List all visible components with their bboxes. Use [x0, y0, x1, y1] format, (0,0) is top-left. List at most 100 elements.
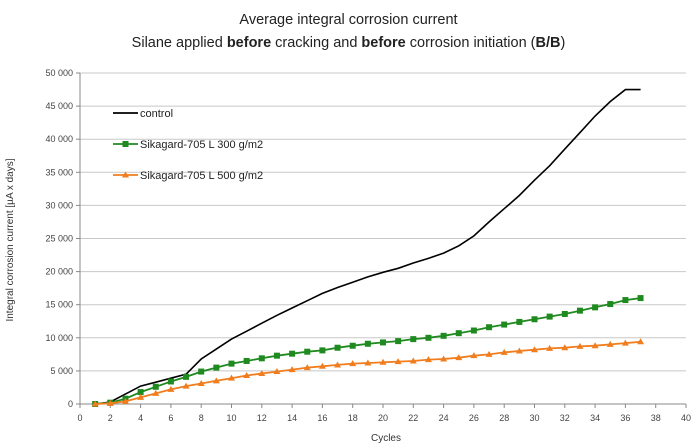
x-tick-label: 18 — [348, 413, 358, 423]
data-point-marker — [258, 370, 266, 377]
data-point-marker — [576, 342, 584, 349]
x-tick-label: 20 — [378, 413, 388, 423]
gridlines — [80, 72, 686, 372]
data-point-marker — [243, 372, 251, 379]
data-point-marker — [273, 368, 281, 375]
x-tick-label: 32 — [560, 413, 570, 423]
data-point-marker — [152, 389, 160, 396]
chart-title-line2: Silane applied before cracking and befor… — [0, 35, 697, 51]
data-point-marker — [455, 354, 463, 361]
title-part1: Silane applied — [131, 35, 227, 51]
legend-marker — [122, 141, 129, 147]
x-tick-label: 0 — [77, 413, 82, 423]
data-point-marker — [364, 340, 371, 347]
data-point-marker — [273, 352, 280, 359]
y-tick-label: 35 000 — [45, 167, 73, 177]
data-point-marker — [213, 364, 220, 371]
data-point-marker — [409, 357, 417, 364]
series-line — [95, 340, 641, 405]
data-point-marker — [395, 338, 402, 345]
data-point-marker — [137, 393, 145, 400]
data-point-marker — [243, 357, 250, 364]
data-point-marker — [455, 330, 462, 337]
x-tick-label: 22 — [408, 413, 418, 423]
y-tick-labels: 0 5 000 10 000 15 000 20 000 25 000 30 000 35 0… — [45, 68, 73, 409]
data-point-marker — [182, 382, 190, 389]
data-point-marker — [334, 361, 342, 368]
y-tick-label: 50 000 — [45, 68, 73, 78]
data-point-marker — [516, 318, 523, 325]
data-point-marker — [106, 399, 114, 406]
data-point-marker — [410, 336, 417, 343]
data-point-marker — [440, 332, 447, 339]
y-tick-label: 10 000 — [45, 333, 73, 343]
data-point-marker — [364, 359, 372, 366]
legend-label: Sikagard-705 L 500 g/m2 — [140, 170, 263, 182]
data-point-marker — [486, 324, 493, 331]
data-point-marker — [152, 383, 159, 390]
data-point-marker — [121, 397, 129, 404]
legend-label: control — [140, 108, 173, 120]
x-tick-label: 4 — [138, 413, 143, 423]
data-point-marker — [606, 340, 614, 347]
x-tick-labels: 0 2 4 6 8 10 12 14 16 18 20 22 24 26 28 30 32 34 36 38 40 — [77, 413, 691, 423]
y-tick-label: 30 000 — [45, 200, 73, 210]
data-point-marker — [621, 339, 629, 346]
legend-marker — [122, 171, 129, 178]
data-point-marker — [198, 368, 205, 375]
x-axis-label: Cycles — [371, 433, 401, 444]
x-tick-label: 24 — [439, 413, 449, 423]
chart-title-line1: Average integral corrosion current — [239, 12, 458, 28]
data-point-marker — [303, 364, 311, 371]
data-point-marker — [183, 373, 190, 380]
data-point-marker — [531, 346, 538, 353]
data-point-marker — [637, 338, 645, 345]
y-tick-label: 20 000 — [45, 267, 73, 277]
x-tick-label: 40 — [681, 413, 691, 423]
data-point-marker — [394, 358, 402, 365]
data-point-marker — [349, 360, 357, 367]
y-axis-label: Integral corrosion current [µA x days] — [5, 158, 16, 321]
title-bold1: before — [226, 35, 272, 51]
x-tick-label: 16 — [317, 413, 327, 423]
title-part2: cracking and — [271, 35, 362, 51]
data-point-marker — [546, 344, 554, 351]
data-point-marker — [500, 348, 508, 355]
x-tick-label: 8 — [199, 413, 204, 423]
data-point-marker — [304, 348, 311, 355]
data-point-marker — [591, 342, 599, 349]
y-tick-label: 45 000 — [45, 101, 73, 111]
data-point-marker — [319, 347, 326, 354]
data-point-marker — [515, 347, 523, 354]
data-point-marker — [425, 334, 432, 341]
y-tick-label: 40 000 — [45, 134, 73, 144]
data-point-marker — [289, 350, 296, 357]
data-point-marker — [349, 342, 356, 349]
data-point-marker — [561, 310, 568, 317]
data-point-marker — [485, 350, 493, 357]
data-point-marker — [167, 385, 175, 392]
title-bold3: B/B — [535, 35, 561, 51]
x-tick-label: 14 — [287, 413, 297, 423]
data-point-marker — [576, 307, 583, 314]
data-point-marker — [197, 379, 205, 386]
data-point-marker — [440, 355, 448, 362]
x-tick-label: 2 — [108, 413, 113, 423]
x-tick-label: 36 — [620, 413, 630, 423]
x-tick-label: 6 — [168, 413, 173, 423]
x-tick-label: 38 — [651, 413, 661, 423]
data-point-marker — [637, 295, 644, 302]
title-bold2: before — [361, 35, 406, 51]
y-tick-label: 25 000 — [45, 234, 73, 244]
data-point-marker — [212, 377, 220, 384]
x-tick-label: 34 — [590, 413, 600, 423]
data-point-marker — [592, 304, 599, 311]
data-point-marker — [91, 400, 99, 407]
data-point-marker — [288, 366, 296, 373]
data-point-marker — [137, 389, 144, 396]
data-point-marker — [380, 339, 386, 346]
title-part4: ) — [560, 35, 566, 51]
data-point-marker — [546, 313, 553, 320]
y-tick-label: 15 000 — [45, 300, 73, 310]
x-tick-label: 12 — [257, 413, 267, 423]
